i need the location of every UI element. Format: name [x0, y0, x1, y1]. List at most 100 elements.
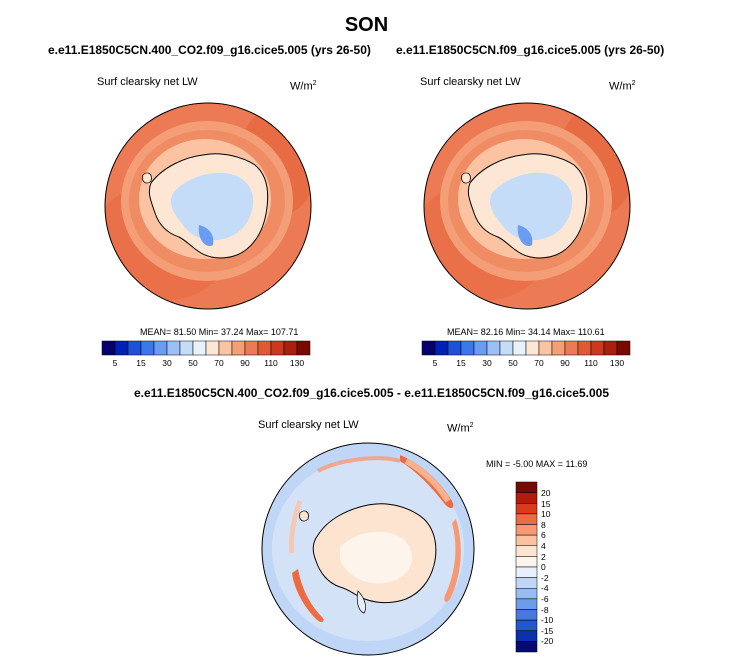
panel1-colorbar-swatch [127, 340, 142, 356]
diff-stats: MIN = -5.00 MAX = 11.69 [486, 459, 588, 469]
diff-colorbar-swatch [515, 556, 538, 568]
diff-cb-tick: 20 [541, 488, 551, 498]
panel2-polar-map [423, 102, 631, 310]
panel2-colorbar-swatch [421, 340, 436, 356]
panel1-colorbar-swatch [166, 340, 181, 356]
panel2-colorbar [421, 340, 631, 356]
panel1-colorbar-labels: 5 15 30 50 70 90 110 130 [102, 358, 310, 370]
panel2-colorbar-swatch [616, 340, 631, 356]
diff-cb-tick: 10 [541, 509, 551, 520]
diff-colorbar-swatch [515, 588, 538, 600]
diff-cb-tick: 8 [541, 519, 546, 530]
panel1-colorbar-swatch [231, 340, 246, 356]
panel2-cb-tick: 30 [482, 358, 492, 368]
panel2-stats: MEAN= 82.16 Min= 34.14 Max= 110.61 [447, 327, 605, 337]
panel2-cb-tick: 50 [508, 358, 518, 368]
panel2-colorbar-swatch [577, 340, 592, 356]
diff-colorbar-swatch [515, 619, 538, 631]
panel1-cb-tick: 5 [112, 358, 118, 368]
panel2-colorbar-swatch [434, 340, 449, 356]
panel1-cb-tick: 30 [162, 358, 172, 368]
panel1-colorbar-swatch [153, 340, 168, 356]
panel1-colorbar-swatch [179, 340, 194, 356]
diff-colorbar-swatch [515, 641, 538, 653]
diff-cb-tick: 0 [541, 562, 546, 573]
panel2-colorbar-swatch [525, 340, 540, 356]
diff-cb-tick: -15 [541, 625, 554, 636]
panel1-colorbar-swatch [257, 340, 272, 356]
panel1-colorbar-swatch [205, 340, 220, 356]
diff-cb-tick: -4 [541, 583, 549, 594]
panel1-cb-tick: 15 [136, 358, 146, 368]
diff-colorbar-swatch [515, 609, 538, 621]
diff-colorbar [515, 481, 538, 653]
panel2-case-title: e.e11.E1850C5CN.f09_g16.cice5.005 (yrs 2… [396, 43, 665, 57]
panel2-colorbar-swatch [460, 340, 475, 356]
panel1-cb-tick: 50 [188, 358, 198, 368]
panel1-polar-map [104, 102, 312, 310]
panel1-colorbar-swatch [283, 340, 298, 356]
panel2-colorbar-swatch [486, 340, 501, 356]
diff-colorbar-swatch [515, 481, 538, 493]
diff-colorbar-swatch [515, 503, 538, 515]
panel1-colorbar-swatch [101, 340, 116, 356]
diff-colorbar-swatch [515, 545, 538, 557]
panel1-colorbar-swatch [114, 340, 129, 356]
panel2-cb-tick: 15 [456, 358, 466, 368]
panel1-units-label: W/m2 [290, 80, 317, 93]
diff-cb-tick: -8 [541, 604, 549, 615]
panel2-cb-tick: 70 [534, 358, 544, 368]
diff-colorbar-swatch [515, 598, 538, 610]
diff-warm-arc-e [444, 519, 461, 602]
diff-polar-map [261, 442, 475, 656]
panel1-colorbar-swatch [296, 340, 311, 356]
diff-cb-tick: 15 [541, 498, 551, 509]
panel2-cb-tick: 90 [560, 358, 570, 368]
diff-warm-streak-sw [292, 569, 324, 623]
panel2-cb-tick: 110 [584, 358, 598, 368]
panel2-colorbar-swatch [473, 340, 488, 356]
panel2-colorbar-swatch [447, 340, 462, 356]
panel1-cb-tick: 110 [264, 358, 278, 368]
diff-cb-tick: 6 [541, 530, 546, 541]
panel1-cb-tick: 90 [240, 358, 250, 368]
panel1-plateau [170, 172, 254, 241]
diff-colorbar-swatch [515, 492, 538, 504]
panel1-stats: MEAN= 81.50 Min= 37.24 Max= 107.71 [140, 327, 299, 337]
diff-colorbar-labels: 20 15 10 8 6 4 2 0 -2 -4 -6 -8 -10 -15 -… [541, 482, 581, 652]
panel2-colorbar-swatch [551, 340, 566, 356]
diff-variable-label: Surf clearsky net LW [258, 419, 359, 431]
panel1-colorbar-swatch [192, 340, 207, 356]
panel2-cb-tick: 130 [609, 358, 625, 368]
panel2-colorbar-labels: 5 15 30 50 70 90 110 130 [422, 358, 630, 370]
diff-cb-tick: 2 [541, 551, 546, 562]
panel1-case-title: e.e11.E1850C5CN.400_CO2.f09_g16.cice5.00… [48, 43, 371, 57]
diff-cb-tick: -20 [541, 636, 554, 647]
panel2-colorbar-swatch [538, 340, 553, 356]
panel1-colorbar-swatch [270, 340, 285, 356]
panel2-colorbar-swatch [590, 340, 605, 356]
figure-title: SON [344, 14, 389, 36]
panel1-colorbar-swatch [244, 340, 259, 356]
panel1-cb-tick: 130 [289, 358, 305, 368]
diff-colorbar-swatch [515, 630, 538, 642]
diff-colorbar-swatch [515, 534, 538, 546]
panel2-colorbar-swatch [512, 340, 527, 356]
panel2-colorbar-swatch [499, 340, 514, 356]
panel1-colorbar [101, 340, 311, 356]
diff-colorbar-swatch [515, 577, 538, 589]
diff-units-label: W/m2 [447, 422, 474, 435]
panel1-colorbar-swatch [218, 340, 233, 356]
diff-cb-tick: 4 [541, 541, 546, 551]
panel2-plateau [489, 172, 573, 241]
diff-case-title: e.e11.E1850C5CN.400_CO2.f09_g16.cice5.00… [134, 386, 610, 400]
panel2-colorbar-swatch [564, 340, 579, 356]
diff-cb-tick: -2 [541, 572, 549, 583]
panel2-variable-label: Surf clearsky net LW [420, 76, 521, 88]
panel2-units-label: W/m2 [609, 80, 636, 93]
panel2-cb-tick: 5 [432, 358, 438, 368]
panel1-variable-label: Surf clearsky net LW [97, 76, 198, 88]
panel2-colorbar-swatch [603, 340, 618, 356]
diff-colorbar-swatch [515, 524, 538, 536]
diff-cb-tick: -6 [541, 594, 549, 604]
